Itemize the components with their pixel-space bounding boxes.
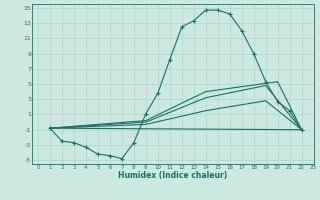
X-axis label: Humidex (Indice chaleur): Humidex (Indice chaleur) [118, 171, 228, 180]
